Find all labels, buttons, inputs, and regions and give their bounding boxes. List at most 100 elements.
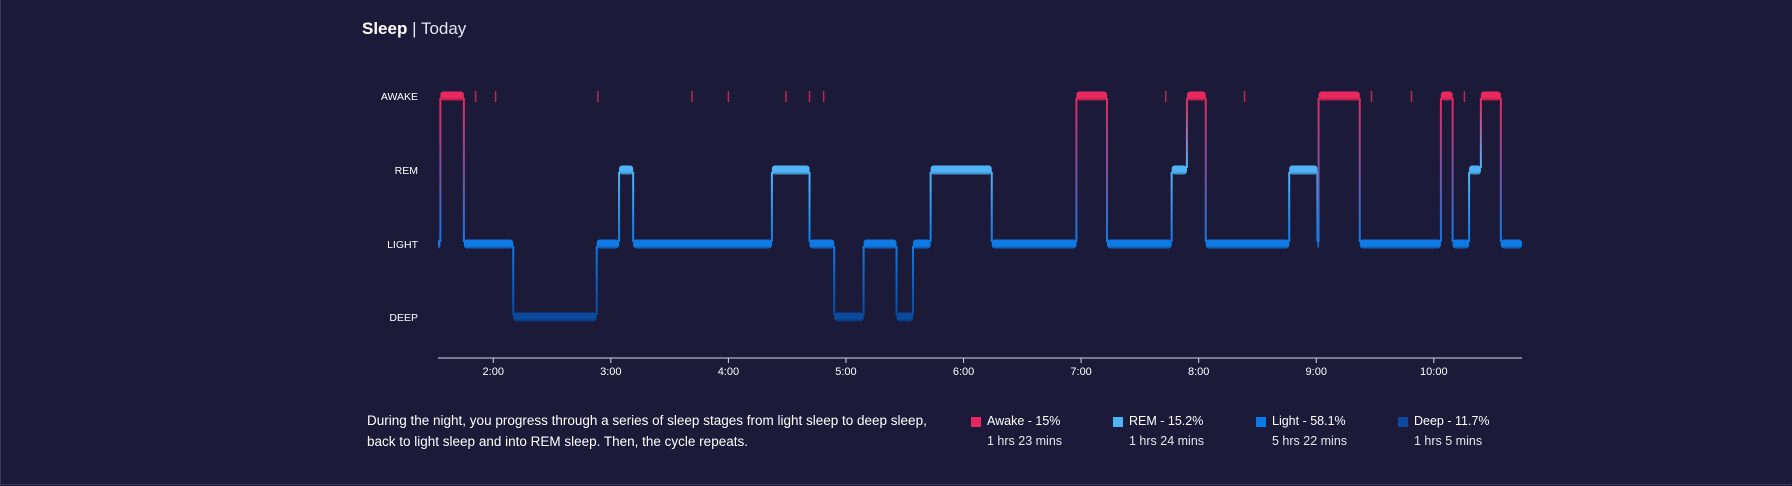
stage-transition-line <box>911 246 914 315</box>
stage-segment-shade <box>1500 246 1522 249</box>
brief-awakening-mark <box>691 91 693 102</box>
stage-segment-light <box>809 239 835 249</box>
x-tick-label: 9:00 <box>1306 366 1327 378</box>
stage-segment-shade <box>440 98 464 101</box>
stage-segment-shade <box>1171 172 1187 175</box>
stage-segment-shade <box>1076 98 1107 101</box>
stage-segment-rem <box>1289 165 1318 175</box>
stage-segment-shade <box>1289 172 1318 175</box>
brief-awakening-mark <box>822 91 825 102</box>
x-tick-label: 5:00 <box>835 366 856 378</box>
stage-label-light: LIGHT <box>387 239 419 251</box>
legend-swatch-light <box>1256 417 1266 427</box>
stage-transition-line <box>512 246 515 315</box>
stage-segment-awake <box>440 91 464 101</box>
brief-awakening-mark <box>727 91 730 102</box>
brief-awakening-mark <box>494 91 497 102</box>
stage-transition-line <box>862 246 865 315</box>
stage-segment-shade <box>771 172 810 175</box>
sleep-description: During the night, you progress through a… <box>367 413 927 449</box>
stage-transition-line <box>1439 98 1442 242</box>
stage-segment-shade <box>834 319 864 322</box>
stage-transition-line <box>1204 98 1207 242</box>
x-tick-label: 6:00 <box>953 366 974 378</box>
stage-transition-line <box>808 172 811 242</box>
stage-transition-line <box>1317 98 1320 242</box>
stage-transition-line <box>1170 172 1173 242</box>
stage-segment-shade <box>1317 246 1319 249</box>
legend-duration-light: 5 hrs 22 mins <box>1272 434 1348 448</box>
stage-segment-light <box>596 239 620 249</box>
brief-awakening-mark <box>1370 91 1373 102</box>
stage-transition-line <box>770 172 773 242</box>
stage-segment-awake <box>1318 91 1360 101</box>
x-tick-label: 10:00 <box>1420 366 1448 378</box>
stage-transition-line <box>618 172 621 242</box>
stage-transition-line <box>833 246 836 315</box>
stage-segment-shade <box>463 246 514 249</box>
stage-transition-line <box>439 98 442 242</box>
stage-segment-shade <box>991 246 1077 249</box>
brief-awakening-mark <box>785 91 787 102</box>
stage-transition-line <box>895 246 898 315</box>
legend-label-light: Light - 58.1% <box>1272 414 1346 428</box>
title-separator: | <box>412 19 417 38</box>
legend-label-awake: Awake - 15% <box>987 414 1061 428</box>
stage-segment-shade <box>438 246 441 249</box>
stage-segment-light <box>863 239 897 249</box>
legend-duration-rem: 1 hrs 24 mins <box>1129 434 1205 448</box>
legend-duration-deep: 1 hrs 5 mins <box>1414 434 1483 448</box>
stage-label-awake: AWAKE <box>381 91 418 103</box>
stage-segment-light <box>991 239 1077 249</box>
stage-segment-shade <box>1106 246 1172 249</box>
brief-awakening-mark <box>808 91 811 102</box>
stage-segment-shade <box>633 246 772 249</box>
stage-segment-shade <box>1452 246 1470 249</box>
brief-awakening-mark <box>1410 91 1413 102</box>
title-main: Sleep <box>362 19 408 38</box>
stage-transition-line <box>1451 98 1454 242</box>
stage-transition-line <box>1105 98 1108 242</box>
stage-segment-rem <box>771 165 810 175</box>
stage-segment-shade <box>912 246 931 249</box>
stage-segment-light <box>1106 239 1172 249</box>
stage-transition-line <box>1316 172 1319 242</box>
stage-segment-shade <box>1205 246 1290 249</box>
stage-segment-awake <box>1076 91 1107 101</box>
stage-segment-deep <box>896 312 913 322</box>
x-tick-label: 7:00 <box>1070 366 1091 378</box>
stage-segment-light <box>1500 239 1522 249</box>
title-subtitle: Today <box>420 19 467 38</box>
legend-label-rem: REM - 15.2% <box>1129 414 1204 428</box>
legend-swatch-awake <box>971 417 981 427</box>
stage-segment-shade <box>1186 98 1206 101</box>
x-tick-label: 4:00 <box>718 366 739 378</box>
stage-transition-line <box>462 98 465 242</box>
stage-segment-shade <box>596 246 620 249</box>
stage-segment-awake <box>1186 91 1206 101</box>
stage-segment-rem <box>1171 165 1187 175</box>
stage-segment-rem <box>619 165 634 175</box>
sleep-stages-chart: AWAKE REM LIGHT DEEP 2:00 3:00 4:00 5:00 6:00 7:0… <box>381 91 1522 378</box>
page-title: Sleep | Today <box>362 19 466 39</box>
stage-transition-line <box>1499 98 1502 242</box>
stage-segment-light <box>912 239 931 249</box>
stage-segment-awake <box>1480 91 1501 101</box>
stage-transition-line <box>1358 98 1361 242</box>
stage-segment-light <box>1205 239 1290 249</box>
stage-segment-awake <box>1440 91 1453 101</box>
stage-segment-shade <box>619 172 634 175</box>
stage-transition-line <box>990 172 993 242</box>
stage-segment-shade <box>1480 98 1501 101</box>
legend-label-deep: Deep - 11.7% <box>1414 414 1490 428</box>
stage-segment-shade <box>513 319 597 322</box>
x-tick-label: 3:00 <box>600 366 621 378</box>
stage-transition-line <box>632 172 635 242</box>
stage-segment-shade <box>1318 98 1360 101</box>
stage-transition-line <box>1075 98 1078 242</box>
stage-transition-line <box>1479 98 1482 168</box>
stage-segment-rem <box>1469 165 1481 175</box>
stage-transition-line <box>929 172 932 242</box>
stage-segment-light <box>633 239 772 249</box>
